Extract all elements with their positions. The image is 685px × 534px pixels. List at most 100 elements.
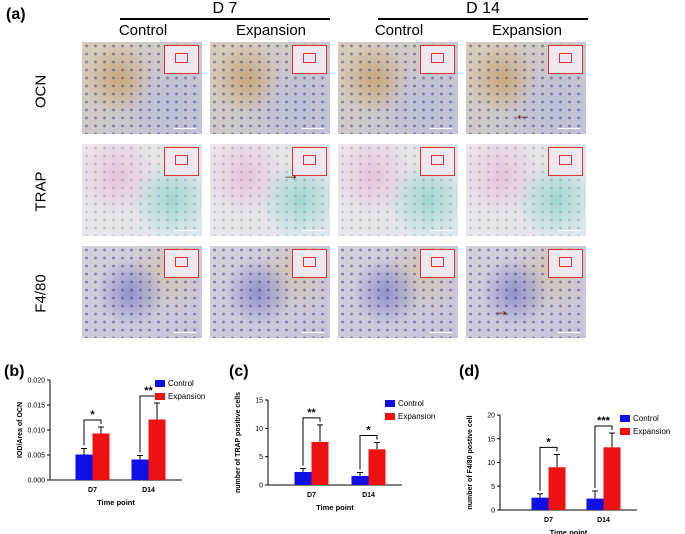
panel-label: (c) [229,363,249,380]
micrograph-ocn-d7-expansion [210,42,330,134]
bar-expansion-d7 [311,441,329,485]
y-tick-label: 0 [491,508,495,515]
bar-control-d7 [75,454,93,480]
scale-bar [174,331,196,333]
condition-title: Control [374,22,424,39]
scale-bar [302,331,324,333]
legend-swatch-expansion [620,428,630,435]
legend-label: Control [633,414,659,423]
y-tick-label: 15 [255,398,263,405]
y-tick-label: 0.010 [27,428,45,435]
bar-expansion-d14 [368,449,386,485]
row-label-ocn: OCN [32,74,50,109]
y-tick-label: 0.020 [27,378,45,385]
significance-marker: ** [144,385,153,397]
legend-swatch-expansion [385,413,395,420]
condition-title: Expansion [491,22,563,39]
scale-bar [430,229,452,231]
overview-inset [548,45,583,74]
x-tick-label: D14 [362,492,375,499]
overview-inset [548,249,583,278]
scale-bar [174,229,196,231]
bar-expansion-d7 [548,467,566,510]
legend-swatch-control [385,400,395,407]
panel-label: (b) [4,363,24,380]
y-tick-label: 5 [491,484,495,491]
legend-label: Expansion [398,412,435,421]
y-tick-label: 0.015 [27,403,45,410]
significance-bracket [594,425,613,488]
arrow-icon: ← [514,104,532,124]
significance-marker: *** [597,415,611,427]
scale-bar [430,331,452,333]
y-tick-label: 15 [487,436,495,443]
bar-control-d14 [586,498,604,510]
overview-inset [164,147,199,176]
micrograph-ocn-d7-control [82,42,202,134]
y-tick-label: 5 [259,454,263,461]
significance-bracket [539,446,558,491]
micrograph-ocn-d14-expansion: ← [466,42,586,134]
micrograph-trap-d14-control [338,144,458,236]
micrograph-trap-d7-control [82,144,202,236]
group-title-d14: D 14 [466,0,500,17]
significance-marker: * [90,409,95,421]
y-tick-label: 0 [259,483,263,490]
group-title-d7: D 7 [212,0,238,17]
group-underline-d14 [378,18,588,20]
legend-swatch-control [620,415,630,422]
chart-c: (c) 0 5 10 15 number of TRAP positive cells D7… [229,363,435,512]
micrograph-ocn-d14-control [338,42,458,134]
overview-inset [292,249,327,278]
condition-title: Control [118,22,168,39]
y-axis-label: number of F4/80 postive cell [467,415,474,509]
significance-bracket [359,435,378,470]
micrograph-f480-d7-control [82,246,202,338]
x-tick-label: D7 [544,517,553,524]
micrograph-trap-d7-expansion: → [210,144,330,236]
x-tick-label: D7 [88,487,97,494]
overview-inset [420,249,455,278]
significance-bracket [83,419,102,446]
legend-label: Expansion [168,392,205,401]
bar-control-d14 [351,475,369,485]
row-label-trap: TRAP [32,171,50,212]
bar-expansion-d14 [148,419,166,480]
scale-bar [430,127,452,129]
legend-label: Control [398,399,424,408]
significance-marker: * [366,425,371,437]
legend-swatch-control [155,380,165,387]
overview-inset [548,147,583,176]
overview-inset [164,45,199,74]
legend-label: Control [168,379,194,388]
bar-control-d14 [131,459,149,480]
y-tick-label: 10 [487,460,495,467]
bar-expansion-d7 [92,433,110,480]
x-tick-label: D14 [597,517,610,524]
x-axis-label: Time point [316,503,354,512]
x-axis-label: Time point [97,498,135,507]
y-tick-label: 0.000 [27,478,45,485]
bar-expansion-d14 [603,447,621,510]
condition-title: Expansion [235,22,307,39]
y-tick-label: 10 [255,426,263,433]
scale-bar [558,127,580,129]
significance-marker: * [546,436,551,448]
scale-bar [174,127,196,129]
arrow-icon: → [282,164,300,184]
micrograph-f480-d7-expansion [210,246,330,338]
y-axis-label: IOD/Area of OCN [17,402,24,458]
significance-bracket [302,417,321,466]
legend-swatch-expansion [155,393,165,400]
overview-inset [420,147,455,176]
panel-label: (d) [459,363,479,380]
overview-inset [420,45,455,74]
scale-bar [302,127,324,129]
x-tick-label: D7 [307,492,316,499]
overview-inset [292,45,327,74]
row-label-f480: F4/80 [32,274,50,313]
y-tick-label: 20 [487,413,495,420]
micrograph-trap-d14-expansion [466,144,586,236]
group-underline-d7 [120,18,330,20]
y-tick-label: 0.005 [27,453,45,460]
